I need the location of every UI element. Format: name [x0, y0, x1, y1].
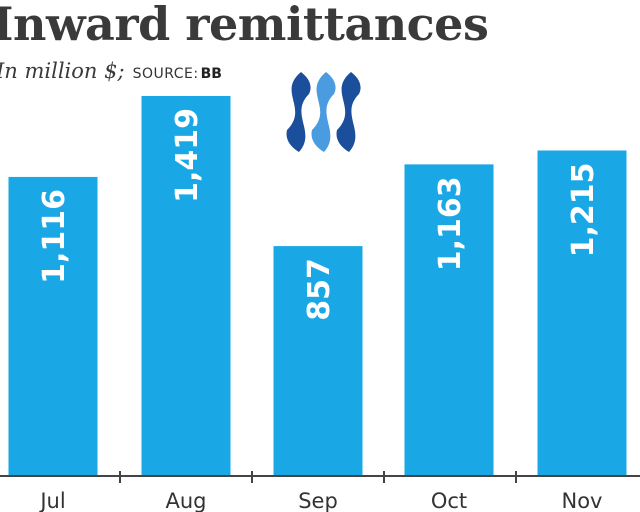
tick-label-nov: Nov — [562, 489, 603, 512]
bars-group: 1,116 1,419 857 1,163 1,215 — [8, 96, 627, 476]
value-label-oct: 1,163 — [433, 176, 468, 271]
bar-nov — [537, 150, 627, 475]
steem-logo-stroke — [286, 72, 311, 152]
bar-oct — [404, 164, 494, 475]
unit-label: In million $; — [0, 59, 125, 83]
bar-jul — [8, 176, 98, 476]
tick-label-oct: Oct — [431, 489, 467, 512]
bar-sep — [273, 246, 363, 475]
value-label-jul: 1,116 — [37, 189, 72, 284]
source-label: SOURCE: — [132, 66, 199, 82]
bar-aug — [141, 96, 231, 475]
value-label-sep: 857 — [302, 258, 337, 321]
chart-subtitle: In million $; SOURCE: BB — [0, 56, 222, 89]
value-label-nov: 1,215 — [566, 162, 601, 257]
chart-title: Inward remittances — [0, 0, 489, 51]
tick-label-sep: Sep — [298, 489, 338, 512]
steem-logo-stroke — [311, 72, 336, 152]
steem-logo-icon — [286, 72, 361, 152]
steem-logo-stroke — [336, 72, 361, 152]
source-value: BB — [200, 66, 222, 82]
tick-label-jul: Jul — [38, 489, 65, 512]
value-label-aug: 1,419 — [170, 108, 205, 203]
tick-label-aug: Aug — [165, 489, 206, 512]
x-axis: Jul Aug Sep Oct Nov — [0, 471, 640, 512]
